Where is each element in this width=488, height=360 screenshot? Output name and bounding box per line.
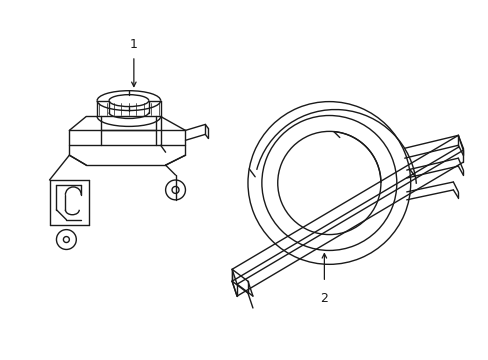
Text: 1: 1 [130, 38, 138, 51]
Text: 2: 2 [320, 292, 327, 305]
